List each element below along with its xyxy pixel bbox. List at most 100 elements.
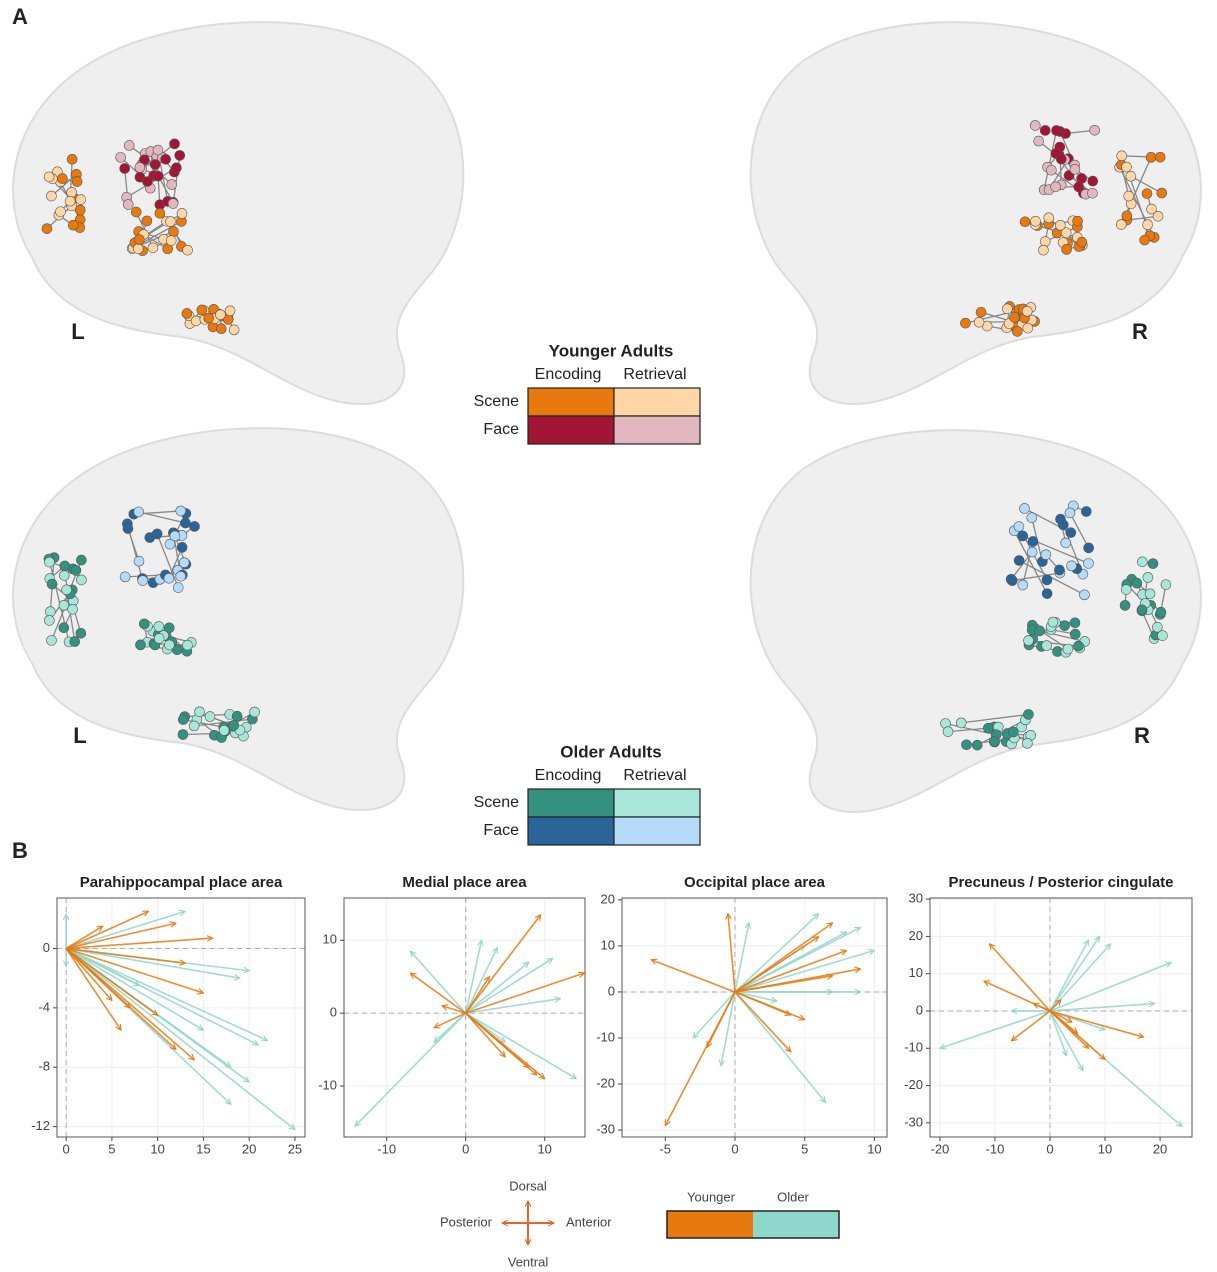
connector [156,533,179,588]
brain-dot [1023,709,1034,720]
plot-title: Medial place area [402,874,527,891]
brain-dot [55,206,66,217]
y-tick-label: 0 [608,983,615,998]
brain-dot [45,606,56,617]
connector [168,547,183,579]
y-tick-label: 20 [601,891,615,906]
y-tick-label: -20 [904,1077,923,1092]
vector-arrow [1049,1010,1067,1056]
brain-dot [1142,219,1153,230]
vector-arrow [1049,1010,1072,1023]
brain-dot [1120,584,1132,595]
brain-dot [1123,190,1135,202]
brain-dot [1055,220,1066,231]
brain-dot [1051,125,1062,136]
y-tick-label: 30 [909,891,923,906]
vector-arrow [65,947,295,1129]
brain-dot [228,720,240,731]
brain-dot [1021,306,1033,317]
vector-arrow [65,948,122,1030]
group-frame [666,1210,840,1239]
vector-arrow [66,947,240,978]
brain-dot [174,150,186,161]
brain-dot [215,309,226,320]
brain-dot [1022,738,1033,749]
brain-dot [1121,161,1132,173]
y-tick-label: -4 [38,999,50,1014]
brain-dot [1064,507,1076,519]
brain-dot [1040,549,1052,560]
vector-arrow [65,947,130,1007]
plot-frame [929,897,1193,1138]
vector-arrow [1033,1004,1051,1012]
x-tick-label: 10 [867,1141,881,1156]
brain-dot [955,717,967,729]
brain-dot [75,194,87,205]
brain-dot [1087,187,1098,199]
legend-column: Retrieval [623,366,686,383]
brain-dot [1059,620,1070,631]
brain-dot [1013,555,1025,566]
hemisphere-label: L [73,723,86,748]
x-tick-label: 10 [1098,1141,1112,1156]
brain-dot [1079,589,1090,601]
brain-dot [1069,163,1081,175]
y-tick-label: 0 [330,1005,337,1020]
vector-arrow [355,1012,467,1126]
x-tick-label: 15 [196,1141,210,1156]
brain-dot [1142,572,1154,583]
brain-dot [152,144,164,156]
brain-dot [44,556,55,568]
brain-dot [119,163,130,174]
group-swatch [753,1211,839,1238]
plot-frame [56,897,306,1138]
brain-dot [1144,588,1156,600]
brain-dot [44,615,55,626]
vector-arrow [1011,1010,1051,1041]
direction-label: Dorsal [509,1178,547,1193]
brain-dot [149,159,161,170]
brain-dot [1011,326,1023,337]
x-tick-label: -20 [931,1141,950,1156]
legend-title: Older Adults [560,742,661,761]
brain-dot [1019,216,1031,228]
brain-dot [188,720,200,732]
brain-dot [1034,625,1045,637]
brain-dot [182,639,193,651]
y-tick-label: -30 [904,1114,923,1129]
y-tick-label: 0 [43,940,50,955]
hemisphere-label: R [1132,319,1148,344]
brain-dot [1083,542,1094,554]
vector-arrow [65,947,267,1040]
vector-arrow [464,940,482,1014]
brain-dot [1136,604,1148,616]
brain-dot [1139,234,1150,246]
brain-dot [1029,120,1041,131]
vector-arrow [734,950,874,993]
vector-arrow [693,991,736,1038]
x-tick-label: 0 [462,1141,469,1156]
vector-arrow [65,923,176,950]
brain-dot [135,639,146,651]
brain-dot [1069,617,1081,629]
brain-dot [1073,640,1084,652]
vector-arrow [721,991,736,1066]
brain-dots [41,120,1172,751]
brain-dot [1060,227,1072,238]
vector-arrow [734,914,819,993]
brain-dot [1043,212,1055,224]
brain-dot [196,304,208,316]
legend-column: Encoding [535,767,602,784]
brain-dot [176,208,188,219]
brain-dot [1041,588,1053,599]
vector-arrow [465,977,491,1014]
panel-label: A [12,4,28,29]
brain-dot [1076,236,1088,248]
brain-dot [154,208,166,219]
brain-dot [180,517,191,529]
hemisphere-label: R [1134,723,1150,748]
brain-dot [1062,643,1074,655]
brain-dot [1026,546,1038,558]
brain-dot [1141,188,1153,199]
